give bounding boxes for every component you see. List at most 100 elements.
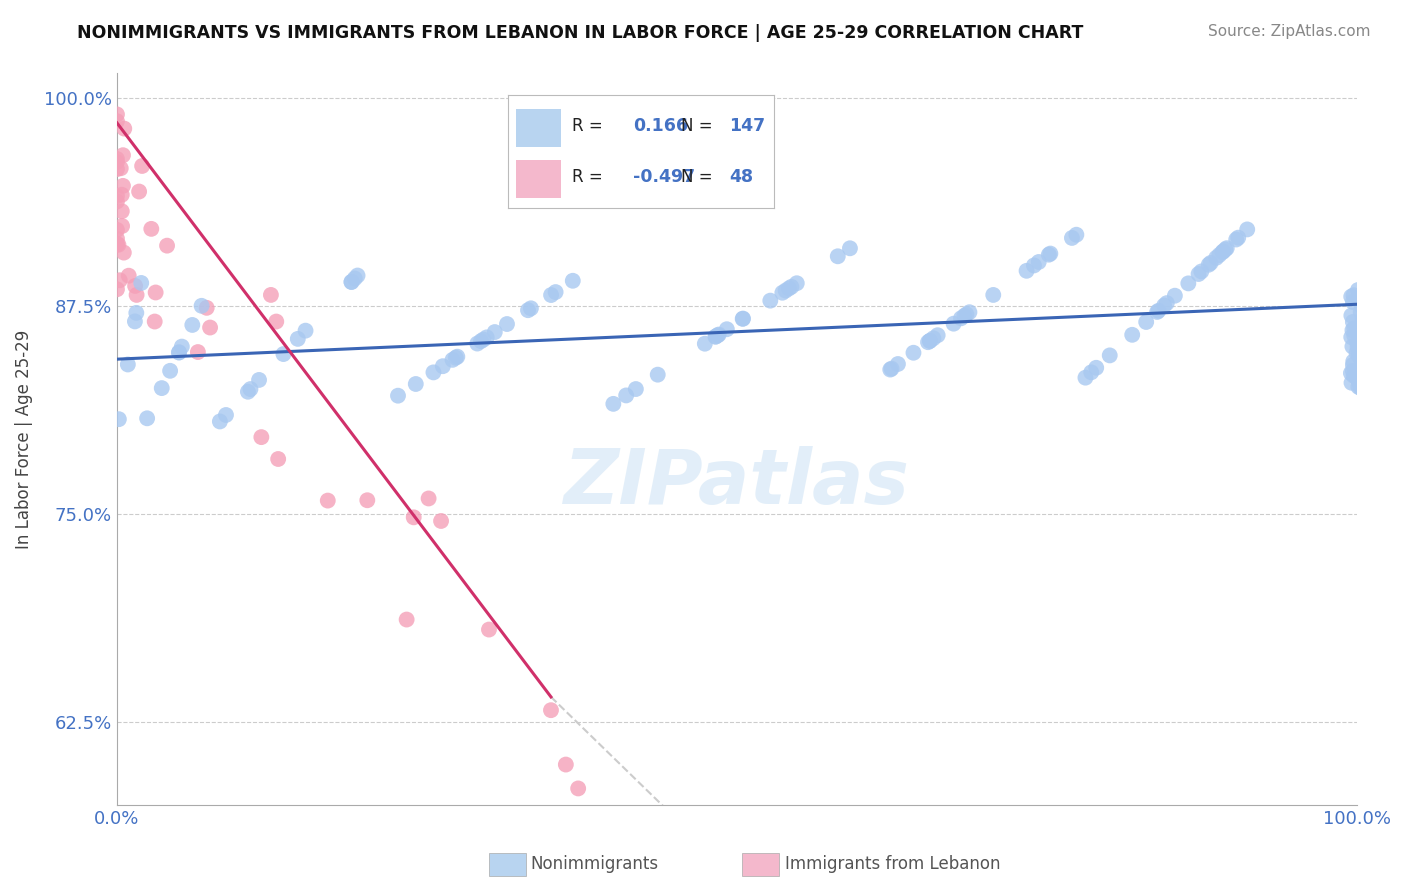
Point: [1351, 312, 1374, 326]
Point: [1135, 315, 1157, 329]
Point: [1346, 346, 1368, 360]
Point: [879, 362, 901, 376]
Point: [340, 275, 363, 289]
Point: [1346, 336, 1368, 351]
Point: [1350, 299, 1372, 313]
Point: [1343, 328, 1365, 343]
Point: [1213, 243, 1236, 257]
Point: [405, 376, 427, 391]
Point: [1225, 233, 1247, 247]
Point: [187, 345, 209, 359]
Point: [1347, 340, 1369, 354]
Point: [1205, 251, 1227, 265]
Point: [1341, 354, 1364, 368]
Point: [159, 364, 181, 378]
Point: [422, 365, 444, 379]
Point: [472, 333, 495, 347]
Point: [346, 268, 368, 283]
Point: [112, 121, 135, 136]
Point: [1350, 380, 1372, 394]
Point: [432, 359, 454, 374]
Text: Nonimmigrants: Nonimmigrants: [530, 855, 658, 873]
Text: Source: ZipAtlas.com: Source: ZipAtlas.com: [1208, 24, 1371, 39]
Point: [1341, 339, 1364, 353]
Point: [1098, 348, 1121, 362]
Point: [111, 148, 134, 162]
Point: [143, 314, 166, 328]
Point: [105, 237, 128, 252]
Point: [1022, 259, 1045, 273]
Point: [105, 237, 128, 252]
Point: [167, 345, 190, 359]
Point: [918, 334, 941, 348]
Point: [1146, 305, 1168, 319]
Point: [1340, 330, 1362, 344]
Point: [1189, 264, 1212, 278]
Point: [1198, 258, 1220, 272]
Point: [1074, 370, 1097, 384]
Point: [118, 268, 141, 283]
Point: [602, 397, 624, 411]
Point: [1347, 283, 1369, 297]
Point: [105, 114, 128, 128]
Point: [953, 309, 976, 323]
Point: [950, 311, 973, 326]
Point: [1187, 267, 1209, 281]
Point: [567, 781, 589, 796]
Point: [955, 307, 977, 321]
Point: [402, 510, 425, 524]
Point: [561, 274, 583, 288]
Point: [540, 703, 562, 717]
Point: [647, 368, 669, 382]
Point: [343, 271, 366, 285]
Point: [1348, 349, 1371, 363]
Point: [1343, 288, 1365, 302]
Point: [520, 301, 543, 316]
Point: [1085, 360, 1108, 375]
Point: [1153, 299, 1175, 313]
Point: [957, 305, 980, 319]
Point: [131, 159, 153, 173]
Point: [1341, 358, 1364, 372]
Point: [260, 288, 283, 302]
Point: [1350, 329, 1372, 343]
Point: [922, 331, 945, 345]
Point: [316, 493, 339, 508]
Point: [1156, 296, 1178, 310]
Point: [1164, 289, 1187, 303]
Point: [780, 280, 803, 294]
Point: [247, 373, 270, 387]
Point: [1350, 346, 1372, 360]
Point: [1080, 365, 1102, 379]
Y-axis label: In Labor Force | Age 25-29: In Labor Force | Age 25-29: [15, 329, 32, 549]
Point: [105, 155, 128, 169]
Point: [124, 279, 146, 293]
Point: [496, 317, 519, 331]
Point: [1350, 379, 1372, 393]
Point: [111, 187, 134, 202]
Point: [484, 325, 506, 339]
Point: [1343, 321, 1365, 335]
Point: [706, 328, 728, 343]
Point: [294, 324, 316, 338]
Point: [117, 358, 139, 372]
Point: [108, 412, 131, 426]
Point: [1028, 255, 1050, 269]
Point: [707, 327, 730, 342]
Point: [198, 320, 221, 334]
Point: [1340, 290, 1362, 304]
Point: [1347, 367, 1369, 381]
Point: [917, 335, 939, 350]
Point: [903, 345, 925, 359]
Point: [105, 189, 128, 203]
Point: [136, 411, 159, 425]
Point: [478, 623, 501, 637]
Point: [430, 514, 453, 528]
Point: [1211, 245, 1233, 260]
Point: [105, 282, 128, 296]
Point: [112, 245, 135, 260]
Point: [1038, 248, 1060, 262]
Point: [125, 288, 148, 302]
Point: [441, 352, 464, 367]
Point: [111, 219, 134, 233]
